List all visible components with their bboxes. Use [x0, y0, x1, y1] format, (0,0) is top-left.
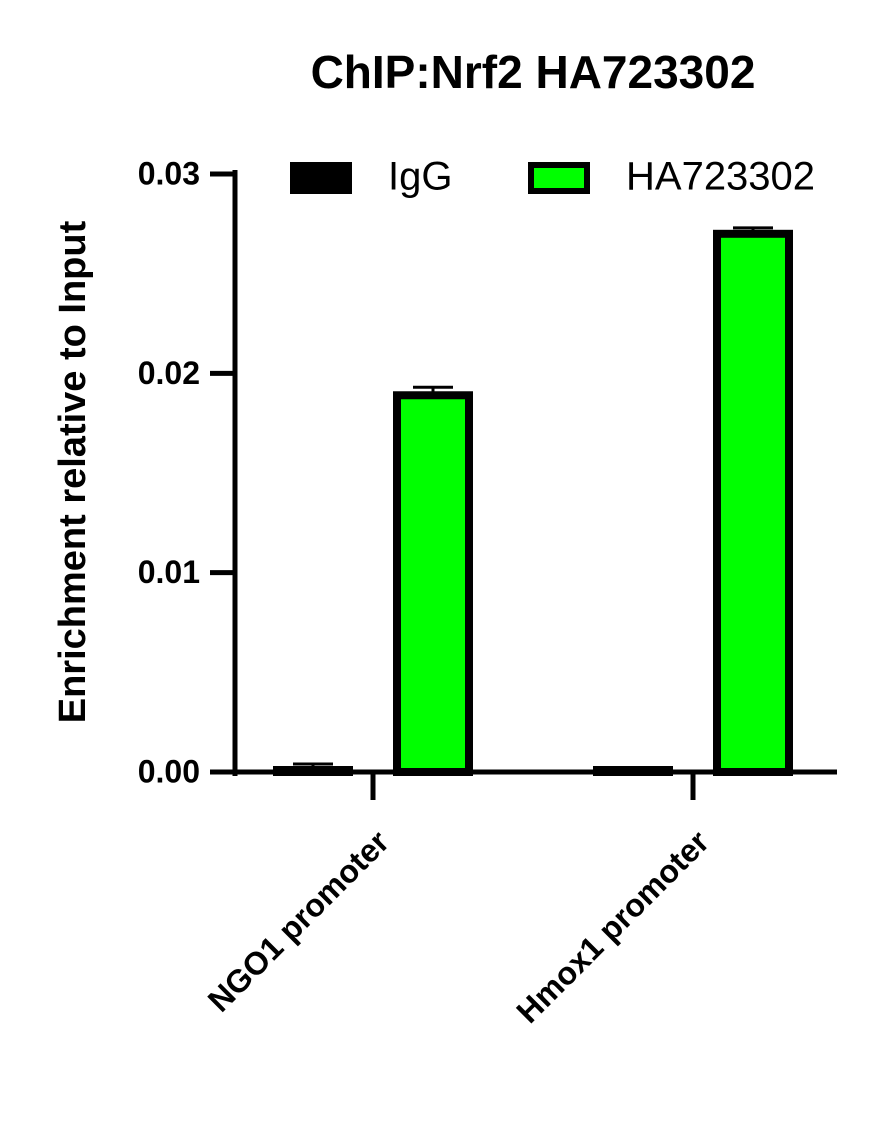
- y-tick-label: 0.00: [138, 753, 200, 789]
- bar: [593, 766, 673, 776]
- y-tick-label: 0.02: [138, 355, 200, 391]
- y-tick-label: 0.03: [138, 155, 200, 191]
- legend-label: IgG: [388, 155, 452, 199]
- y-axis-label: Enrichment relative to Input: [52, 220, 94, 723]
- y-tick-label: 0.01: [138, 554, 200, 590]
- x-tick-label: Hmox1 promoter: [509, 823, 716, 1030]
- chart-title: ChIP:Nrf2 HA723302: [311, 46, 756, 98]
- legend-swatch: [290, 162, 352, 194]
- x-tick-label: NGO1 promoter: [201, 823, 396, 1018]
- bar: [713, 229, 793, 777]
- bar: [273, 766, 353, 776]
- bar: [393, 391, 473, 776]
- legend-swatch: [528, 162, 590, 194]
- legend-label: HA723302: [626, 155, 815, 199]
